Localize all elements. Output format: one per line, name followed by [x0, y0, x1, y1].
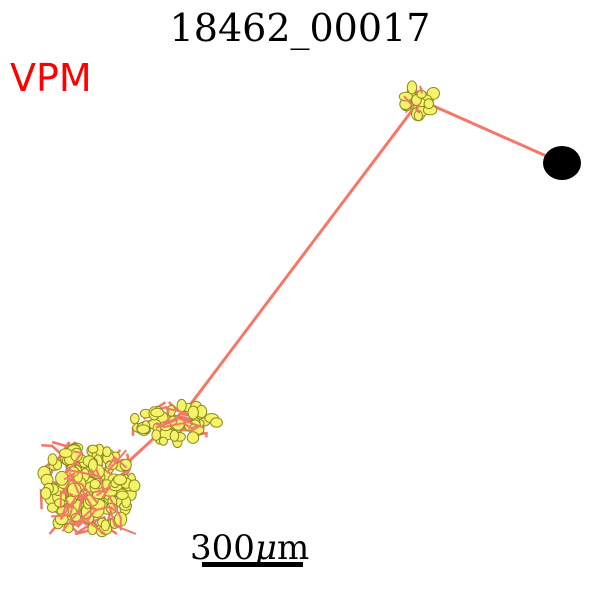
middle-cluster-branch — [181, 418, 196, 431]
bouton — [102, 446, 112, 458]
upper-cluster-branch — [419, 85, 423, 94]
middle-cluster-branch — [155, 418, 179, 429]
middle-cluster-branch — [167, 407, 184, 415]
upper-cluster-branch — [403, 95, 414, 107]
upper-cluster-branch — [415, 103, 421, 114]
lower-cluster-branch — [89, 468, 97, 477]
bouton — [187, 405, 199, 420]
bouton — [116, 490, 129, 500]
bouton — [151, 429, 161, 441]
lower-cluster-branch — [65, 450, 84, 475]
lower-cluster-branch — [68, 471, 89, 501]
bouton — [119, 458, 132, 471]
lower-cluster-branch — [61, 498, 83, 532]
bouton — [150, 407, 165, 418]
lower-cluster-branch — [95, 485, 112, 499]
scale-bar-unit-suffix: m — [277, 528, 310, 568]
lower-cluster-branch — [67, 477, 99, 504]
bouton — [40, 487, 52, 500]
lower-cluster-branch — [94, 468, 106, 493]
middle-cluster-branch — [154, 422, 184, 429]
bouton — [136, 424, 151, 435]
bouton — [406, 80, 418, 95]
bouton — [59, 448, 73, 458]
soma — [543, 146, 581, 180]
lower-cluster-branch — [108, 505, 137, 535]
bouton — [169, 429, 180, 442]
lower-cluster-branch — [85, 507, 106, 535]
bouton — [413, 110, 423, 122]
lower-bouton-cluster — [37, 440, 141, 538]
region-label: VPM — [10, 56, 92, 100]
lower-cluster-branch — [59, 500, 75, 520]
lower-cluster-branch — [80, 488, 96, 511]
scale-bar-label: 300μm — [190, 528, 309, 568]
lower-cluster-branch — [107, 455, 128, 469]
lower-cluster-branch — [74, 507, 94, 527]
upper-bouton-cluster — [398, 80, 440, 122]
bouton — [113, 474, 127, 486]
figure-title: 18462_00017 — [169, 6, 431, 50]
bouton — [210, 417, 223, 428]
lower-cluster-branch — [107, 494, 122, 531]
bouton — [158, 436, 168, 446]
scale-bar-value: 300 — [190, 528, 255, 568]
lower-cluster-branch — [59, 490, 74, 509]
bouton — [128, 479, 141, 493]
lower-cluster-branch — [61, 470, 77, 495]
scale-bar-unit-symbol: μ — [254, 528, 278, 568]
middle-bouton-cluster — [130, 398, 223, 449]
bouton — [47, 453, 58, 466]
bouton — [423, 98, 434, 110]
bouton — [186, 431, 200, 444]
bouton — [130, 413, 140, 425]
middle-cluster-branch — [177, 416, 206, 429]
bouton — [87, 444, 99, 454]
bouton — [100, 519, 110, 532]
bouton — [176, 398, 187, 413]
scale-bar — [202, 562, 303, 567]
lower-cluster-branch — [106, 449, 127, 476]
bouton — [89, 479, 101, 490]
